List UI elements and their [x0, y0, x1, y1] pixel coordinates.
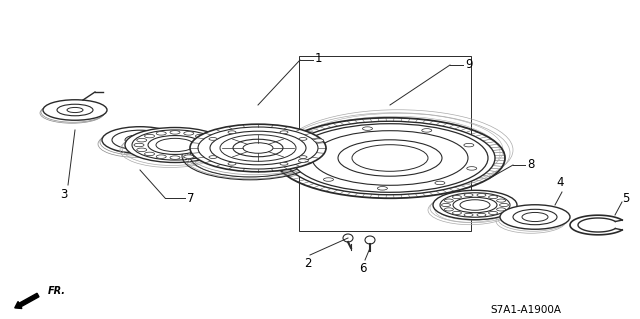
- Ellipse shape: [112, 130, 168, 150]
- Ellipse shape: [488, 196, 497, 199]
- Text: 9: 9: [465, 57, 472, 70]
- Ellipse shape: [497, 208, 506, 211]
- Ellipse shape: [209, 137, 217, 140]
- Ellipse shape: [338, 140, 442, 176]
- Ellipse shape: [228, 131, 236, 134]
- Text: 4: 4: [556, 176, 564, 189]
- Ellipse shape: [132, 130, 218, 160]
- Ellipse shape: [452, 211, 461, 214]
- Ellipse shape: [156, 138, 194, 152]
- Ellipse shape: [134, 143, 144, 147]
- Ellipse shape: [57, 104, 93, 116]
- Ellipse shape: [314, 139, 324, 142]
- Text: FR.: FR.: [48, 286, 66, 296]
- Ellipse shape: [452, 196, 461, 199]
- Ellipse shape: [292, 124, 488, 192]
- Ellipse shape: [460, 200, 490, 210]
- Text: 6: 6: [359, 262, 367, 275]
- Ellipse shape: [220, 135, 296, 161]
- Ellipse shape: [433, 190, 517, 220]
- Ellipse shape: [67, 108, 83, 113]
- Ellipse shape: [513, 209, 557, 225]
- Ellipse shape: [299, 156, 307, 159]
- Ellipse shape: [440, 193, 510, 217]
- Ellipse shape: [204, 138, 213, 142]
- Ellipse shape: [156, 155, 166, 159]
- Ellipse shape: [285, 121, 495, 195]
- Ellipse shape: [442, 204, 451, 207]
- Ellipse shape: [190, 124, 326, 172]
- Text: 1: 1: [315, 53, 323, 65]
- Ellipse shape: [299, 137, 307, 140]
- Ellipse shape: [125, 135, 155, 145]
- Ellipse shape: [464, 194, 473, 197]
- Ellipse shape: [137, 148, 147, 152]
- Ellipse shape: [488, 211, 497, 214]
- Bar: [299, 56, 471, 231]
- FancyArrow shape: [15, 293, 39, 308]
- Ellipse shape: [312, 131, 468, 185]
- Ellipse shape: [184, 132, 194, 135]
- Text: S7A1-A1900A: S7A1-A1900A: [490, 305, 561, 315]
- Text: 3: 3: [60, 188, 68, 201]
- Ellipse shape: [497, 199, 506, 202]
- Ellipse shape: [467, 167, 477, 170]
- Ellipse shape: [156, 132, 166, 135]
- Text: 7: 7: [187, 191, 195, 204]
- Text: 8: 8: [527, 158, 534, 170]
- Ellipse shape: [522, 212, 548, 222]
- Ellipse shape: [362, 127, 372, 130]
- Ellipse shape: [352, 145, 428, 171]
- Ellipse shape: [323, 178, 333, 181]
- Ellipse shape: [228, 162, 236, 165]
- Text: 2: 2: [304, 257, 312, 270]
- Ellipse shape: [453, 197, 497, 213]
- Ellipse shape: [343, 234, 353, 242]
- Ellipse shape: [145, 134, 154, 138]
- Ellipse shape: [499, 204, 509, 207]
- Ellipse shape: [170, 156, 180, 160]
- Ellipse shape: [204, 148, 213, 152]
- Ellipse shape: [148, 136, 202, 154]
- Ellipse shape: [198, 127, 318, 169]
- Ellipse shape: [137, 138, 147, 142]
- Ellipse shape: [210, 131, 306, 165]
- Ellipse shape: [170, 131, 180, 134]
- Ellipse shape: [280, 162, 288, 165]
- Ellipse shape: [477, 213, 486, 217]
- Ellipse shape: [209, 156, 217, 159]
- Ellipse shape: [444, 208, 453, 211]
- Ellipse shape: [206, 143, 216, 147]
- Ellipse shape: [378, 187, 387, 190]
- Ellipse shape: [477, 194, 486, 197]
- Ellipse shape: [125, 128, 225, 162]
- Ellipse shape: [102, 127, 178, 153]
- Ellipse shape: [195, 152, 205, 156]
- Ellipse shape: [422, 129, 432, 132]
- Ellipse shape: [184, 155, 194, 159]
- Ellipse shape: [280, 131, 288, 134]
- Ellipse shape: [195, 134, 205, 138]
- Ellipse shape: [298, 159, 308, 162]
- Ellipse shape: [464, 213, 473, 217]
- Ellipse shape: [500, 205, 570, 229]
- Ellipse shape: [243, 143, 273, 153]
- Ellipse shape: [444, 199, 453, 202]
- Ellipse shape: [464, 143, 474, 147]
- Ellipse shape: [435, 181, 445, 185]
- Ellipse shape: [43, 100, 107, 120]
- Ellipse shape: [145, 152, 154, 156]
- Text: 5: 5: [622, 192, 629, 205]
- Ellipse shape: [365, 236, 375, 244]
- Ellipse shape: [233, 139, 283, 157]
